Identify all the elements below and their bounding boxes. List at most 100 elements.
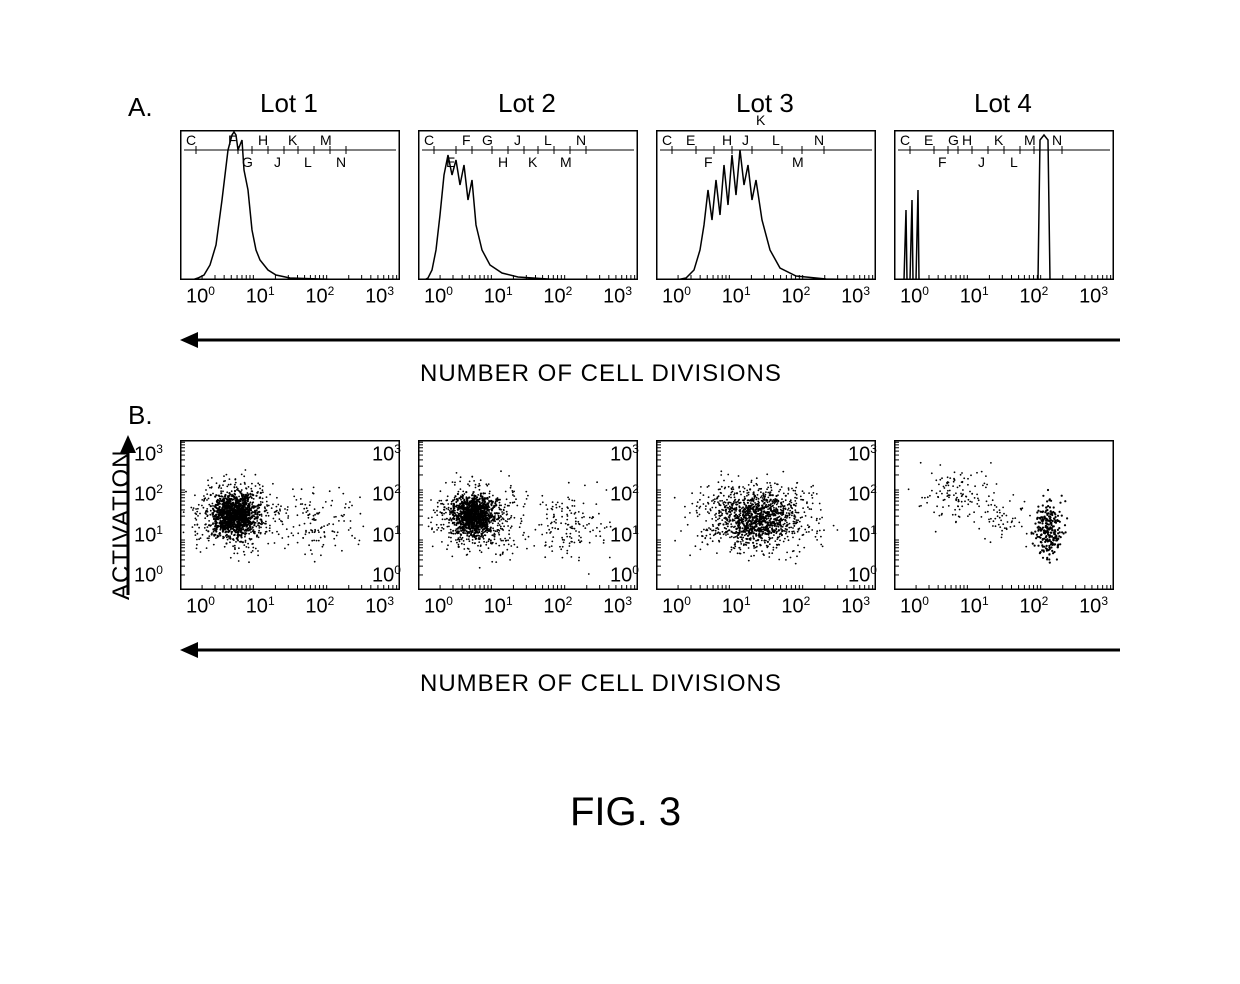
y-tick-label: 102 <box>134 482 163 507</box>
plot-area: 103102101100 <box>418 440 638 590</box>
x-axis-label-a: NUMBER OF CELL DIVISIONS <box>420 360 782 388</box>
gate-label: C <box>186 132 196 148</box>
plot-svg <box>894 130 1114 280</box>
gate-label: F <box>462 132 471 148</box>
plot-svg <box>656 440 876 590</box>
gate-label: E <box>446 154 455 170</box>
scatter-plot: 103102101100100101102103 <box>656 440 876 619</box>
plot-svg <box>418 440 638 590</box>
gate-label: M <box>1024 132 1036 148</box>
x-tick-label: 103 <box>841 594 870 619</box>
gate-label: K <box>994 132 1003 148</box>
gate-label: N <box>1052 132 1062 148</box>
x-tick-label: 102 <box>305 594 334 619</box>
x-tick-label: 101 <box>246 594 275 619</box>
gate-label: F <box>228 132 237 148</box>
x-tick-label: 101 <box>722 284 751 309</box>
plot-svg <box>180 130 400 280</box>
gate-label: L <box>544 132 552 148</box>
x-axis-arrow-b <box>180 640 1120 660</box>
gate-label: L <box>304 154 312 170</box>
y-tick-label: 100 <box>134 563 163 588</box>
gate-label: L <box>1010 154 1018 170</box>
plot-svg <box>180 440 400 590</box>
lot-title: Lot 4 <box>974 88 1032 119</box>
x-tick-label: 101 <box>246 284 275 309</box>
gate-label: K <box>528 154 537 170</box>
x-tick-label: 101 <box>960 284 989 309</box>
x-tick-row: 100101102103 <box>418 284 638 309</box>
gate-label: J <box>274 154 281 170</box>
x-tick-label: 103 <box>1079 594 1108 619</box>
gate-label: C <box>424 132 434 148</box>
lot-title: Lot 1 <box>260 88 318 119</box>
gate-label: N <box>576 132 586 148</box>
x-tick-label: 100 <box>662 594 691 619</box>
panel-b-row: 1031021011001001011021031031021011001001… <box>180 440 1114 619</box>
gate-label: C <box>900 132 910 148</box>
y-tick-label: 101 <box>134 523 163 548</box>
plot-area: 103 102 101 100 <box>180 440 400 590</box>
plot-area: CFHKMGJLN <box>180 130 400 280</box>
y-tick-label: 101 <box>372 523 401 548</box>
gate-label: F <box>938 154 947 170</box>
y-tick-label: 103 <box>848 442 877 467</box>
histogram-plot: CEGHKMNFJL100101102103 <box>894 130 1114 309</box>
gate-label: F <box>704 154 713 170</box>
x-axis-label-b: NUMBER OF CELL DIVISIONS <box>420 670 782 698</box>
x-tick-label: 101 <box>484 284 513 309</box>
x-tick-label: 102 <box>305 284 334 309</box>
plot-area: CEHJLNFMK <box>656 130 876 280</box>
y-tick-label: 102 <box>372 482 401 507</box>
x-tick-row: 100101102103 <box>180 284 400 309</box>
gate-label: J <box>514 132 521 148</box>
scatter-plot: 103102101100100101102103 <box>894 440 1114 619</box>
x-tick-label: 101 <box>960 594 989 619</box>
scatter-plot: 103102101100100101102103 <box>180 440 400 619</box>
plot-area: CFGJLNEHKM <box>418 130 638 280</box>
x-tick-label: 103 <box>841 284 870 309</box>
plot-area: CEGHKMNFJL <box>894 130 1114 280</box>
x-tick-label: 103 <box>603 594 632 619</box>
x-tick-label: 101 <box>722 594 751 619</box>
y-tick-label: 102 <box>610 482 639 507</box>
gate-label: H <box>498 154 508 170</box>
histogram-plot: CFHKMGJLN100101102103 <box>180 130 400 309</box>
scatter-plot: 103102101100100101102103 <box>418 440 638 619</box>
histogram-plot: CFGJLNEHKM100101102103 <box>418 130 638 309</box>
x-tick-label: 100 <box>424 594 453 619</box>
x-tick-label: 102 <box>543 594 572 619</box>
x-tick-row: 100 101 102 103 <box>656 594 876 619</box>
x-tick-label: 100 <box>424 284 453 309</box>
y-tick-label: 100 <box>372 563 401 588</box>
gate-label: K <box>756 112 765 128</box>
x-tick-label: 103 <box>365 284 394 309</box>
x-tick-label: 100 <box>186 594 215 619</box>
gate-label: G <box>242 154 253 170</box>
gate-label: N <box>814 132 824 148</box>
plot-area: 103102101100 <box>656 440 876 590</box>
x-tick-label: 101 <box>484 594 513 619</box>
y-tick-label: 103 <box>372 442 401 467</box>
panel-a-label: A. <box>128 92 153 123</box>
y-tick-label: 101 <box>848 523 877 548</box>
gate-label: C <box>662 132 672 148</box>
lot-title: Lot 2 <box>498 88 556 119</box>
y-tick-col: 103 102 101 100 <box>372 440 401 590</box>
y-tick-col: 103102101100 <box>848 440 877 590</box>
x-tick-label: 102 <box>543 284 572 309</box>
y-tick-label: 100 <box>848 563 877 588</box>
x-tick-label: 100 <box>900 284 929 309</box>
x-tick-label: 102 <box>1019 594 1048 619</box>
y-tick-label: 103 <box>610 442 639 467</box>
gate-label: E <box>686 132 695 148</box>
x-tick-row: 100101102103 <box>894 284 1114 309</box>
x-tick-label: 102 <box>781 594 810 619</box>
x-tick-label: 102 <box>1019 284 1048 309</box>
gate-label: M <box>792 154 804 170</box>
gate-label: K <box>288 132 297 148</box>
gate-label: H <box>722 132 732 148</box>
plot-svg <box>894 440 1114 590</box>
gate-label: G <box>482 132 493 148</box>
plot-area: 103102101100 <box>894 440 1114 590</box>
